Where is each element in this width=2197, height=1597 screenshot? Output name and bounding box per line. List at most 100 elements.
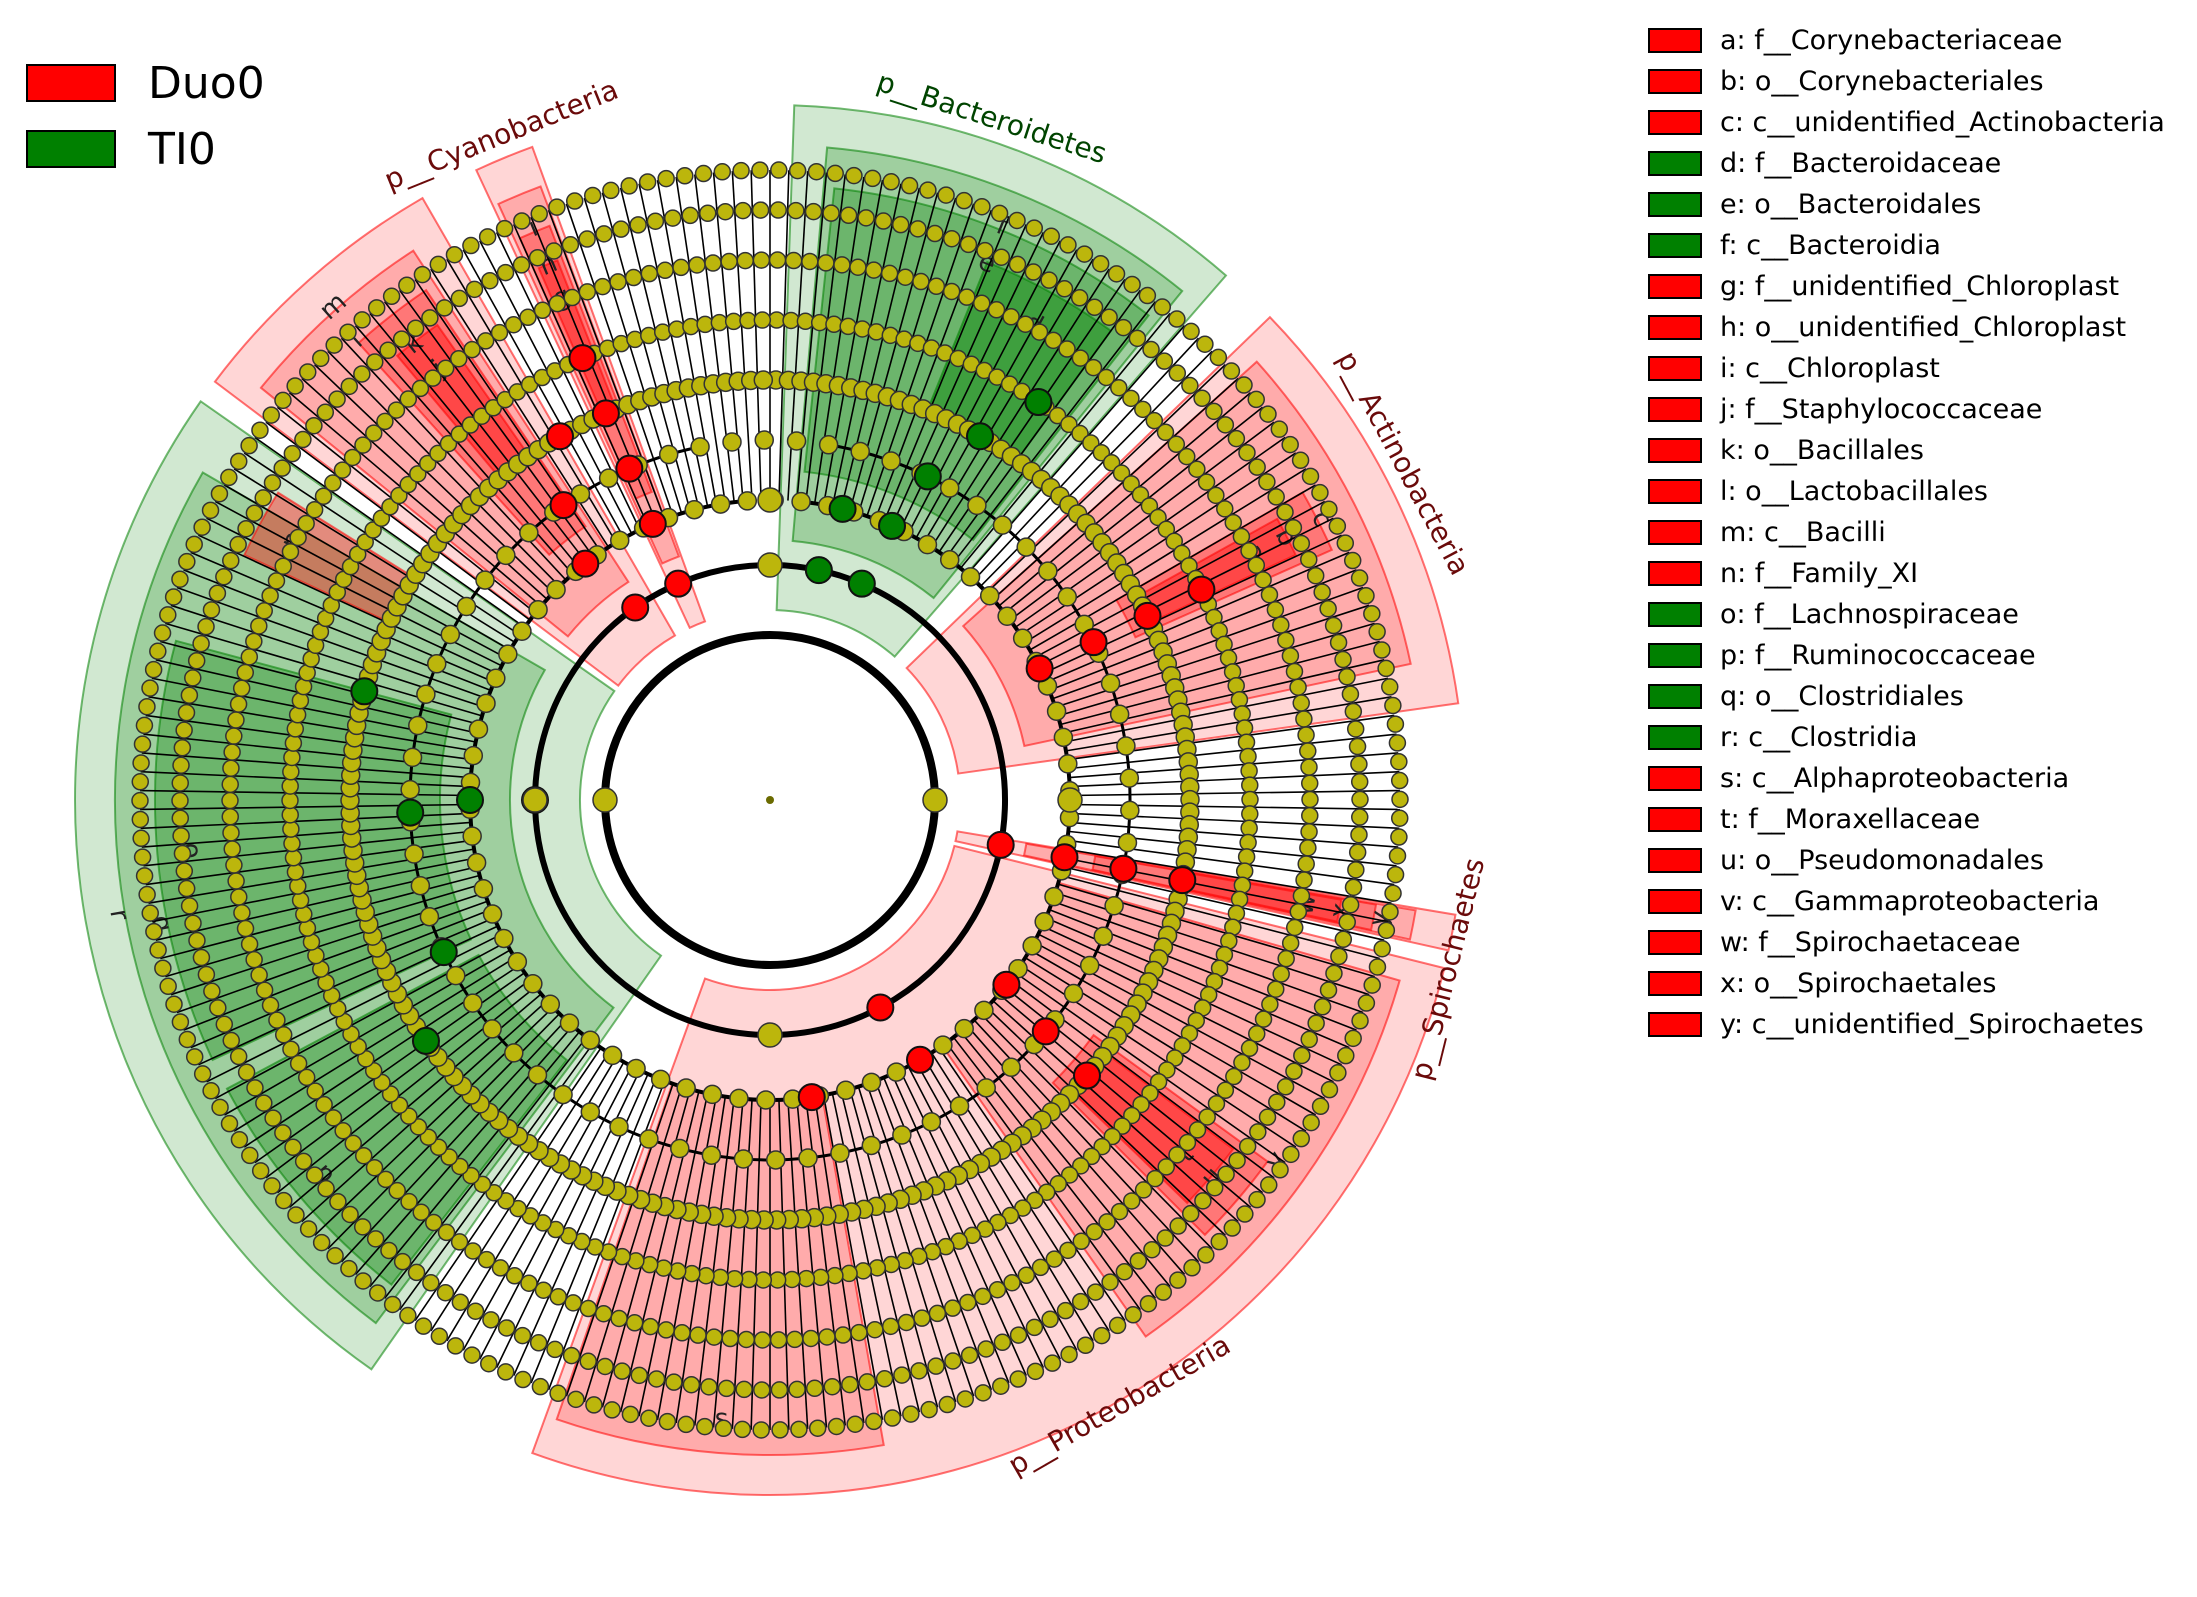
tree-node (476, 693, 496, 714)
tree-node (1285, 662, 1304, 681)
tree-node (255, 981, 274, 999)
tree-node (366, 1230, 385, 1248)
tree-node (1384, 696, 1402, 715)
tree-node (1030, 323, 1049, 341)
tree-node (184, 669, 202, 687)
tree-node (262, 406, 280, 424)
tree-node (1079, 955, 1100, 976)
tree-node (188, 931, 206, 950)
tree-node (193, 1065, 212, 1083)
tree-node (937, 186, 955, 204)
taxa-legend-item: y: c__unidentified_Spirochaetes (1648, 1004, 2165, 1045)
tree-node (339, 323, 357, 341)
tree-node (221, 791, 239, 810)
tree-node (291, 891, 310, 910)
tree-node (624, 268, 643, 287)
tree-node (893, 1366, 911, 1384)
tree-node (399, 1306, 417, 1325)
tree-node (284, 734, 303, 752)
leaf-branch (479, 1065, 633, 1360)
tree-node (132, 754, 150, 772)
tree-node (751, 161, 769, 179)
tree-node (411, 379, 430, 398)
biomarker-node (847, 569, 876, 598)
tree-node (827, 1417, 846, 1436)
tree-node (1233, 1053, 1251, 1072)
tree-node (1071, 1292, 1090, 1311)
tree-node (1108, 1316, 1127, 1335)
leaf-branch (383, 1036, 588, 1299)
tree-node (1188, 1121, 1207, 1139)
tree-node (784, 251, 803, 270)
taxa-swatch (1648, 28, 1702, 53)
tree-node (210, 484, 229, 503)
tree-node (165, 995, 183, 1013)
taxa-swatch (1648, 889, 1702, 914)
tree-node (1277, 949, 1295, 968)
tree-node (528, 599, 548, 620)
tree-node (823, 1377, 842, 1396)
tree-node (954, 1018, 974, 1039)
tree-node (1059, 236, 1077, 254)
tree-node (1237, 848, 1256, 866)
tree-node (365, 424, 383, 442)
tree-node (979, 585, 1000, 606)
tree-node (751, 201, 770, 219)
tree-node (381, 1085, 400, 1103)
leaf-branch (224, 484, 511, 651)
tree-node (135, 867, 154, 885)
leaf-branch (1069, 803, 1400, 811)
tree-node (900, 176, 919, 195)
taxa-legend-item: m: c__Bacilli (1648, 512, 2165, 553)
tree-node (790, 1420, 808, 1439)
tree-node (154, 959, 172, 977)
tree-node (849, 258, 867, 276)
leaf-branch (979, 1013, 1213, 1250)
tree-node (354, 436, 372, 454)
tree-node (1292, 694, 1310, 712)
tree-node (752, 1421, 770, 1439)
tree-node (255, 1094, 273, 1112)
tree-node (875, 1370, 894, 1388)
tree-node (1236, 1205, 1254, 1223)
tree-node (845, 166, 863, 185)
tree-node (974, 1384, 992, 1402)
tree-node (1181, 1204, 1200, 1223)
tree-node (1182, 322, 1200, 341)
tree-node (1311, 1097, 1330, 1116)
tree-node (135, 716, 154, 735)
tree-node (696, 1417, 714, 1436)
taxa-swatch (1648, 397, 1702, 422)
tree-node (713, 163, 732, 181)
tree-node (1301, 806, 1319, 825)
tree-node (1247, 556, 1266, 574)
tree-node (383, 1295, 402, 1314)
tree-node (1038, 561, 1058, 581)
tree-node (424, 1213, 443, 1232)
tree-node (909, 220, 927, 238)
leaf-branch (254, 436, 526, 628)
tree-node (328, 390, 346, 408)
leaf-branch (1052, 900, 1364, 1014)
biomarker-node (1133, 601, 1162, 630)
tree-node (1205, 1178, 1224, 1197)
tree-node (202, 1082, 220, 1100)
tree-node (422, 1274, 440, 1292)
tree-node (312, 349, 330, 368)
taxa-label: l: o__Lactobacillales (1720, 476, 1988, 507)
tree-node (563, 288, 581, 307)
tree-node (585, 1396, 603, 1414)
tree-node (424, 369, 442, 387)
tree-node (673, 1324, 691, 1342)
tree-node (522, 787, 548, 813)
tree-node (768, 1271, 787, 1289)
taxa-label: w: f__Spirochaetaceae (1720, 927, 2021, 958)
tree-node (928, 1304, 947, 1323)
tree-node (939, 550, 960, 570)
leaf-branch (1014, 972, 1286, 1164)
tree-node (1194, 1192, 1212, 1210)
tree-node (549, 1384, 567, 1403)
tree-node (959, 235, 978, 254)
tree-node (786, 1330, 804, 1349)
